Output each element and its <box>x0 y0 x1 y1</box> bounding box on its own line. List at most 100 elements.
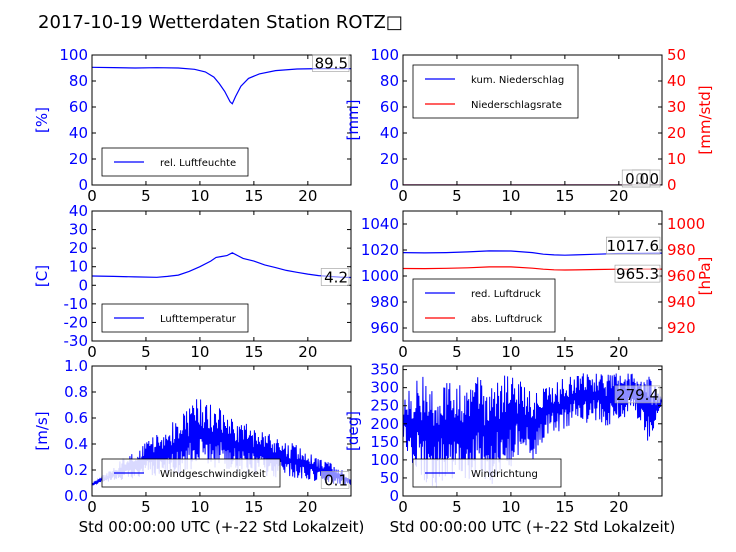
y-tick-label: 980 <box>370 293 399 311</box>
y-tick-label: 20 <box>69 239 88 257</box>
y-tick-label: 0.0 <box>64 487 88 505</box>
x-tick-label: 10 <box>190 343 209 361</box>
y2-tick-label: 960 <box>667 267 696 285</box>
x-axis-label: Std 00:00:00 UTC (+-22 Std Lokalzeit) <box>79 518 365 536</box>
y-tick-label: 0 <box>389 487 399 505</box>
y-axis-label: [%] <box>33 107 51 133</box>
legend-box <box>412 64 579 119</box>
y-tick-label: 60 <box>69 98 88 116</box>
y-tick-label: -10 <box>64 295 89 313</box>
y-tick-label: -20 <box>64 313 89 331</box>
plot-frame <box>402 365 663 497</box>
y-tick-label: 1040 <box>361 215 399 233</box>
y-tick-label: 0.2 <box>64 461 88 479</box>
legend-entry: Niederschlagsrate <box>471 100 562 111</box>
y2-tick-label: 980 <box>667 241 696 259</box>
y-tick-label: 20 <box>69 150 88 168</box>
y-tick-label: 80 <box>380 72 399 90</box>
x-tick-label: 15 <box>555 187 574 205</box>
x-tick-label: 20 <box>298 498 317 516</box>
y2-tick-label: 920 <box>667 319 696 337</box>
x-tick-label: 0 <box>87 343 97 361</box>
x-tick-label: 5 <box>452 498 462 516</box>
y-tick-label: 100 <box>59 46 88 64</box>
x-tick-label: 20 <box>609 187 628 205</box>
y-tick-label: 20 <box>380 150 399 168</box>
x-tick-label: 15 <box>244 187 263 205</box>
legend-entry: Lufttemperatur <box>160 314 237 325</box>
legend: Windgeschwindigkeit <box>101 458 281 488</box>
y-axis-label: [deg] <box>344 411 362 451</box>
figure-title: 2017-10-19 Wetterdaten Station ROTZ□ <box>38 12 403 33</box>
y-tick-label: 0 <box>389 176 399 194</box>
legend: red. Luftdruck abs. Luftdruck <box>412 278 556 333</box>
series-line-2 <box>403 266 662 271</box>
panel-pressure: 0 5 10 15 20 960 980 1000 1020 1040 920 940 960 980 10… <box>361 210 714 361</box>
y-tick-label: 300 <box>370 379 399 397</box>
x-tick-label: 10 <box>501 498 520 516</box>
value-label: 89.5 <box>315 55 348 73</box>
y2-tick-label: 50 <box>667 46 686 64</box>
y-tick-label: 350 <box>370 361 399 379</box>
legend-box <box>412 278 556 333</box>
y-tick-label: 250 <box>370 397 399 415</box>
plot-frame <box>402 54 663 186</box>
value-label-box <box>614 264 661 283</box>
y-axis-label: [m/s] <box>33 411 51 450</box>
value-label: 279.4 <box>616 386 659 404</box>
legend: rel. Luftfeuchte <box>101 147 249 177</box>
value-label-box <box>320 268 350 286</box>
y-tick-label: 200 <box>370 415 399 433</box>
legend: Windrichtung <box>412 458 562 488</box>
value-label: 965.3 <box>616 265 659 283</box>
x-tick-label: 0 <box>398 343 408 361</box>
x-tick-label: 10 <box>501 343 520 361</box>
y-tick-label: 40 <box>69 202 88 220</box>
y-tick-label: 50 <box>380 469 399 487</box>
value-label-box <box>614 385 661 404</box>
x-tick-label: 15 <box>555 498 574 516</box>
y-tick-label: 1020 <box>361 241 399 259</box>
x-tick-label: 20 <box>609 498 628 516</box>
y-tick-label: 0 <box>78 176 88 194</box>
series-line-1 <box>92 252 351 279</box>
panel-precipitation: 0 5 10 15 20 0 20 40 60 80 100 0 10 20 30 40 50 [mm] [mm/s… <box>344 46 714 205</box>
plot-frame <box>91 54 352 186</box>
x-tick-label: 0 <box>398 187 408 205</box>
y-tick-label: 0.6 <box>64 409 88 427</box>
x-tick-label: 5 <box>141 187 151 205</box>
plot-frame <box>91 365 352 497</box>
x-tick-label: 15 <box>244 343 263 361</box>
y2-tick-label: 40 <box>667 72 686 90</box>
y-tick-label: 40 <box>380 124 399 142</box>
value-label: 0.0 <box>625 170 649 188</box>
value-label: 0.1 <box>324 471 348 489</box>
value-label: 4.2 <box>324 268 348 286</box>
value-label-box <box>621 169 651 188</box>
y-tick-label: 40 <box>69 124 88 142</box>
x-tick-label: 5 <box>452 187 462 205</box>
legend-entry: kum. Niederschlag <box>471 75 564 86</box>
y2-tick-label: 20 <box>667 124 686 142</box>
x-tick-label: 10 <box>190 187 209 205</box>
value-label: 1017.6 <box>607 237 660 255</box>
legend: Lufttemperatur <box>101 303 249 333</box>
y-tick-label: 0.4 <box>64 435 88 453</box>
y-tick-label: 0 <box>78 276 88 294</box>
legend: kum. Niederschlag Niederschlagsrate <box>412 64 579 119</box>
x-tick-label: 15 <box>555 343 574 361</box>
x-tick-label: 5 <box>452 343 462 361</box>
y-tick-label: 60 <box>380 98 399 116</box>
x-tick-label: 10 <box>190 498 209 516</box>
y-tick-label: 1000 <box>361 267 399 285</box>
plot-frame <box>91 210 352 342</box>
y2-axis-label: [mm/std] <box>696 85 714 154</box>
y-tick-label: 80 <box>69 72 88 90</box>
y2-tick-label: 0 <box>667 176 677 194</box>
x-tick-label: 10 <box>501 187 520 205</box>
panel-humidity: 0 5 10 15 20 0 20 40 60 80 100 [%] rel. Luftfeuchte 8… <box>33 46 352 205</box>
x-axis-label: Std 00:00:00 UTC (+-22 Std Lokalzeit) <box>390 518 676 536</box>
y-axis-label: [mm] <box>344 100 362 141</box>
